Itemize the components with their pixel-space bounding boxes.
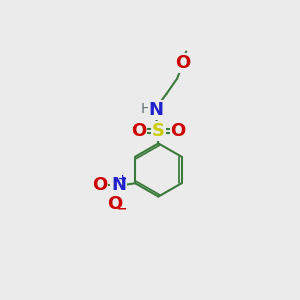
Text: O: O [107,195,123,213]
Text: N: N [111,176,126,194]
Text: O: O [92,176,107,194]
Text: H: H [141,102,151,116]
Text: +: + [118,174,127,184]
Text: O: O [170,122,186,140]
Text: O: O [175,54,190,72]
Text: S: S [152,122,165,140]
Text: O: O [131,122,146,140]
Text: −: − [116,202,127,215]
Text: N: N [148,101,164,119]
